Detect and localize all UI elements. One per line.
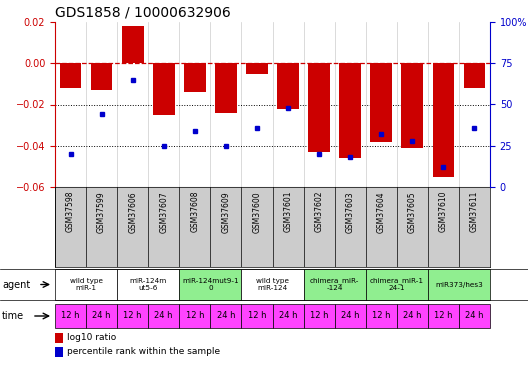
Text: GSM37603: GSM37603 (346, 191, 355, 232)
Text: GSM37610: GSM37610 (439, 191, 448, 232)
Text: GSM37598: GSM37598 (66, 191, 75, 232)
Bar (370, 63, 392, 142)
Bar (304, 304, 335, 328)
Text: 24 h: 24 h (341, 312, 360, 321)
Text: GSM37608: GSM37608 (190, 191, 200, 232)
Bar (117, 304, 148, 328)
Text: chimera_miR-
-124: chimera_miR- -124 (310, 278, 360, 291)
Bar (210, 304, 241, 328)
Bar (304, 269, 366, 300)
Text: GDS1858 / 10000632906: GDS1858 / 10000632906 (55, 6, 231, 20)
Bar (91, 63, 112, 90)
Text: 12 h: 12 h (124, 312, 142, 321)
Text: GSM37600: GSM37600 (252, 191, 261, 232)
Text: 24 h: 24 h (279, 312, 297, 321)
Bar (180, 269, 241, 300)
Bar (432, 63, 454, 177)
Bar (180, 304, 210, 328)
Text: 12 h: 12 h (61, 312, 80, 321)
Text: log10 ratio: log10 ratio (67, 333, 116, 342)
Bar (215, 63, 237, 113)
Text: miR-124m
ut5-6: miR-124m ut5-6 (129, 278, 167, 291)
Bar (366, 269, 428, 300)
Text: 12 h: 12 h (185, 312, 204, 321)
Bar (122, 26, 144, 63)
Text: agent: agent (2, 279, 30, 290)
Text: 24 h: 24 h (465, 312, 484, 321)
Text: GSM37605: GSM37605 (408, 191, 417, 232)
Text: 12 h: 12 h (372, 312, 391, 321)
Text: percentile rank within the sample: percentile rank within the sample (67, 347, 220, 356)
Bar (308, 63, 330, 152)
Text: 24 h: 24 h (216, 312, 235, 321)
Text: wild type
miR-124: wild type miR-124 (256, 278, 289, 291)
Text: GSM37604: GSM37604 (377, 191, 386, 232)
Text: 12 h: 12 h (434, 312, 452, 321)
Bar (86, 304, 117, 328)
Bar (148, 304, 180, 328)
Bar (459, 304, 490, 328)
Bar (55, 347, 63, 357)
Text: wild type
miR-1: wild type miR-1 (70, 278, 102, 291)
Bar (401, 63, 423, 148)
Bar (464, 63, 485, 88)
Text: 24 h: 24 h (155, 312, 173, 321)
Text: time: time (2, 311, 24, 321)
Text: GSM37607: GSM37607 (159, 191, 168, 232)
Bar (428, 269, 490, 300)
Bar (246, 63, 268, 74)
Text: GSM37606: GSM37606 (128, 191, 137, 232)
Text: 12 h: 12 h (310, 312, 328, 321)
Text: GSM37599: GSM37599 (97, 191, 106, 232)
Bar (55, 333, 63, 343)
Bar (184, 63, 206, 92)
Text: miR373/hes3: miR373/hes3 (435, 282, 483, 288)
Bar (277, 63, 299, 109)
Bar (117, 269, 180, 300)
Text: GSM37602: GSM37602 (315, 191, 324, 232)
Bar (241, 269, 304, 300)
Text: chimera_miR-1
24-1: chimera_miR-1 24-1 (370, 278, 424, 291)
Text: 24 h: 24 h (92, 312, 111, 321)
Bar (397, 304, 428, 328)
Bar (55, 304, 86, 328)
Bar (60, 63, 81, 88)
Text: GSM37611: GSM37611 (470, 191, 479, 232)
Text: GSM37609: GSM37609 (221, 191, 230, 232)
Text: miR-124mut9-1
0: miR-124mut9-1 0 (182, 278, 239, 291)
Text: 12 h: 12 h (248, 312, 266, 321)
Bar (428, 304, 459, 328)
Bar (335, 304, 366, 328)
Bar (153, 63, 175, 115)
Text: 24 h: 24 h (403, 312, 421, 321)
Bar (340, 63, 361, 158)
Bar (272, 304, 304, 328)
Text: GSM37601: GSM37601 (284, 191, 293, 232)
Bar (241, 304, 272, 328)
Bar (366, 304, 397, 328)
Bar (55, 269, 117, 300)
